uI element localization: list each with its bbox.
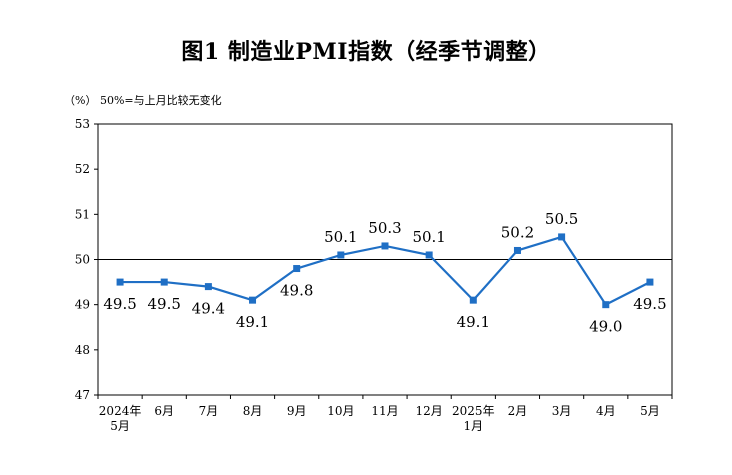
y-tick-label: 48 xyxy=(75,343,90,357)
data-point xyxy=(116,278,124,286)
x-tick-label: 8月 xyxy=(243,404,263,418)
y-tick-label: 50 xyxy=(75,253,90,267)
y-tick-label: 47 xyxy=(75,388,90,402)
x-tick-label: 2024年 5月 xyxy=(99,404,142,433)
data-point xyxy=(558,233,566,241)
x-tick-label: 10月 xyxy=(327,404,354,418)
data-label: 50.3 xyxy=(368,219,401,237)
data-point xyxy=(469,296,477,304)
x-tick-label: 11月 xyxy=(371,404,398,418)
data-point xyxy=(293,265,301,273)
data-label: 49.4 xyxy=(192,300,225,318)
x-tick-label: 12月 xyxy=(416,404,443,418)
data-point xyxy=(337,251,345,259)
data-label: 49.5 xyxy=(633,295,666,313)
data-point xyxy=(425,251,433,259)
data-label: 50.5 xyxy=(545,210,578,228)
data-label: 49.8 xyxy=(280,282,313,300)
data-label: 50.1 xyxy=(324,228,357,246)
y-tick-label: 51 xyxy=(75,207,90,221)
data-label: 50.2 xyxy=(501,223,534,241)
unit-note: （%） 50%=与上月比较无变化 xyxy=(64,94,222,107)
x-tick-label: 4月 xyxy=(596,404,616,418)
x-tick-label: 2025年 1月 xyxy=(452,404,495,433)
data-point xyxy=(249,296,257,304)
y-tick-label: 53 xyxy=(75,117,90,131)
data-label: 49.1 xyxy=(457,313,490,331)
chart-title: 图1 制造业PMI指数（经季节调整） xyxy=(181,39,551,65)
data-point xyxy=(646,278,654,286)
x-tick-label: 5月 xyxy=(640,404,660,418)
data-point xyxy=(513,246,521,254)
data-label: 49.1 xyxy=(236,313,269,331)
data-label: 49.5 xyxy=(103,295,136,313)
data-point xyxy=(160,278,168,286)
data-label: 50.1 xyxy=(412,228,445,246)
data-label: 49.0 xyxy=(589,318,622,336)
x-tick-label: 9月 xyxy=(287,404,307,418)
x-tick-label: 2月 xyxy=(508,404,528,418)
data-point xyxy=(381,242,389,250)
data-point xyxy=(204,283,212,291)
x-tick-label: 6月 xyxy=(154,404,174,418)
data-label: 49.5 xyxy=(148,295,181,313)
y-tick-label: 52 xyxy=(75,162,90,176)
y-tick-label: 49 xyxy=(75,298,90,312)
x-tick-label: 7月 xyxy=(199,404,219,418)
data-point xyxy=(602,301,610,309)
x-tick-label: 3月 xyxy=(552,404,572,418)
